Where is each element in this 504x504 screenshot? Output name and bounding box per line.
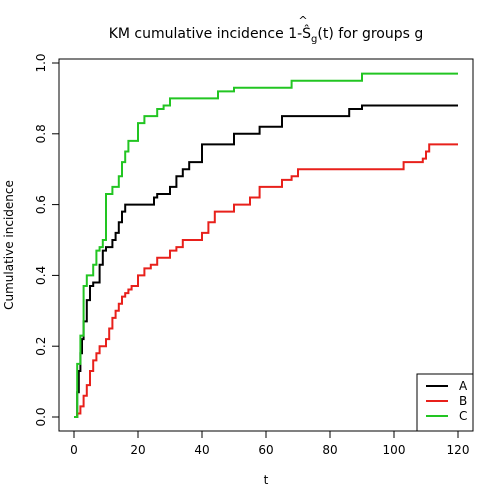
chart-title: KM cumulative incidence 1-Ŝg(t) for grou… (109, 24, 424, 45)
y-tick-label: 1.0 (34, 53, 48, 72)
title-hat-glyph: ^ (298, 14, 307, 27)
x-tick-label: 0 (70, 443, 78, 457)
x-tick-label: 100 (383, 443, 406, 457)
x-axis-label: t (264, 473, 269, 487)
chart-title-tail: (t) for groups g (317, 26, 423, 42)
y-tick-label: 0.8 (34, 124, 48, 143)
chart-title-main: KM cumulative incidence 1-Ŝ (109, 24, 311, 42)
series-layer (74, 72, 458, 418)
y-tick-label: 0.0 (34, 407, 48, 426)
x-tick-label: 40 (194, 443, 209, 457)
y-tick-label: 0.4 (34, 266, 48, 285)
x-axis: 0 20 40 60 80 100 120 (70, 430, 470, 457)
legend-label-C: C (459, 409, 467, 423)
legend-box (416, 373, 474, 432)
y-axis: 0.0 0.2 0.4 0.6 0.8 1.0 (34, 53, 60, 427)
legend: ABC (416, 373, 474, 432)
x-tick-label: 120 (447, 443, 470, 457)
x-tick-label: 60 (258, 443, 273, 457)
y-tick-label: 0.6 (34, 195, 48, 214)
series-line-B (74, 143, 458, 418)
legend-label-B: B (459, 394, 467, 408)
series-line-A (74, 104, 458, 418)
x-tick-label: 80 (322, 443, 337, 457)
y-axis-label: Cumulative incidence (2, 180, 16, 310)
legend-label-A: A (459, 379, 468, 393)
series-line-C (74, 72, 458, 418)
plot-frame (58, 58, 474, 432)
x-tick-label: 20 (130, 443, 145, 457)
y-tick-label: 0.2 (34, 337, 48, 356)
chart-title-subscript: g (311, 34, 317, 45)
